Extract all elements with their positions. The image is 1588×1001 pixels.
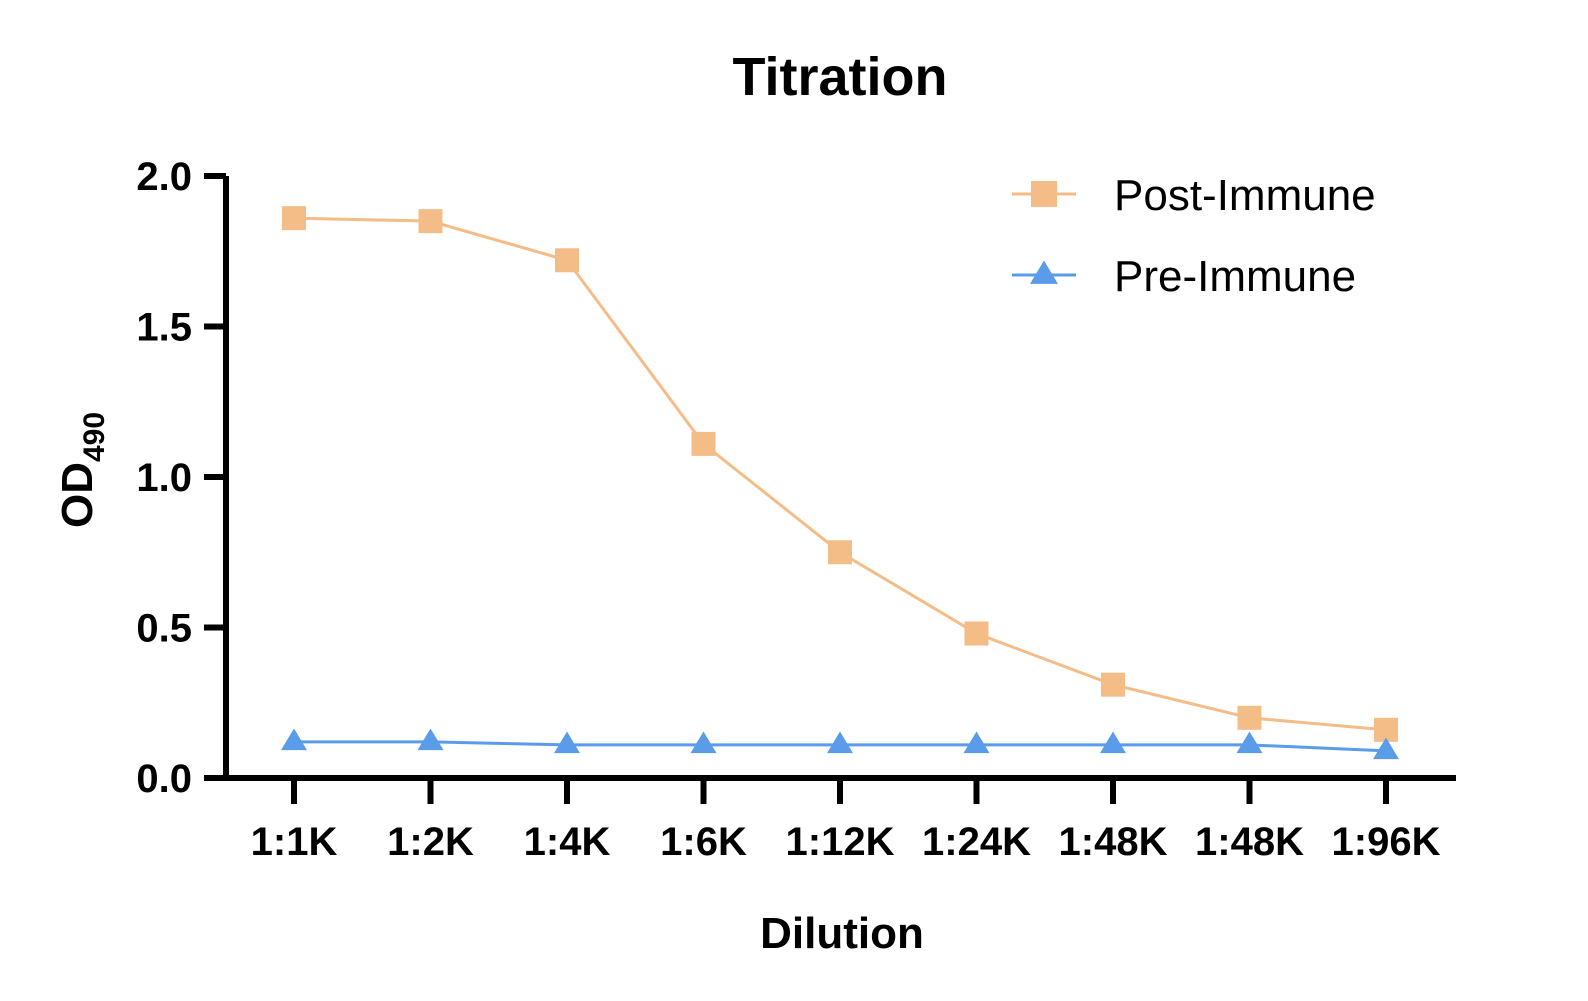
data-point-post-immune — [964, 621, 989, 646]
svg-text:OD490: OD490 — [53, 412, 111, 528]
x-tick-label: 1:4K — [524, 820, 611, 864]
x-axis-ticks: 1:1K 1:2K 1:4K 1:6K 1:12K 1:24K 1:48K 1:48K 1:96… — [251, 778, 1441, 864]
x-tick-label: 1:24K — [922, 820, 1031, 864]
legend-item-post-immune: Post-Immune — [1012, 171, 1376, 220]
x-tick-label: 1:1K — [251, 820, 338, 864]
legend: Post-Immune Pre-Immune — [1012, 171, 1376, 301]
data-point-pre-immune — [1236, 731, 1263, 754]
data-point-post-immune — [828, 540, 852, 565]
data-point-pre-immune — [281, 728, 307, 751]
series-layer — [281, 206, 1399, 760]
data-point-pre-immune — [417, 728, 444, 751]
y-axis-title-subscript: 490 — [78, 412, 111, 462]
data-point-post-immune — [1101, 672, 1125, 697]
data-point-pre-immune — [554, 731, 580, 754]
y-axis-title-main: OD — [53, 462, 102, 528]
legend-marker — [1030, 260, 1058, 284]
y-tick-label: 1.5 — [136, 306, 192, 350]
x-tick-label: 1:48K — [1059, 820, 1168, 864]
legend-label: Pre-Immune — [1114, 252, 1356, 301]
data-point-post-immune — [1237, 705, 1262, 730]
data-point-pre-immune — [963, 731, 990, 754]
data-point-pre-immune — [690, 731, 717, 754]
y-axis-ticks: 0.0 0.5 1.0 1.5 2.0 — [136, 155, 226, 801]
legend-item-pre-immune: Pre-Immune — [1012, 252, 1356, 301]
y-tick-label: 1.0 — [136, 456, 192, 500]
data-point-post-immune — [282, 206, 306, 231]
y-tick-label: 2.0 — [136, 155, 192, 199]
data-point-pre-immune — [1373, 737, 1399, 760]
data-point-pre-immune — [1100, 731, 1126, 754]
data-point-pre-immune — [827, 731, 853, 754]
x-axis-title: Dilution — [760, 909, 924, 958]
legend-label: Post-Immune — [1114, 171, 1376, 220]
x-tick-label: 1:96K — [1332, 820, 1441, 864]
y-tick-label: 0.5 — [136, 607, 192, 651]
data-point-post-immune — [555, 248, 579, 273]
series-post-immune — [282, 206, 1398, 742]
data-point-post-immune — [418, 209, 443, 234]
x-tick-label: 1:12K — [786, 820, 895, 864]
series-pre-immune — [281, 728, 1399, 760]
data-point-post-immune — [691, 431, 716, 456]
y-tick-label: 0.0 — [136, 757, 192, 801]
y-axis-title: OD490 — [53, 412, 111, 528]
x-tick-label: 1:48K — [1195, 820, 1304, 864]
chart-title: Titration — [733, 47, 948, 107]
x-tick-label: 1:6K — [660, 820, 747, 864]
x-tick-label: 1:2K — [387, 820, 474, 864]
legend-marker — [1031, 181, 1057, 207]
